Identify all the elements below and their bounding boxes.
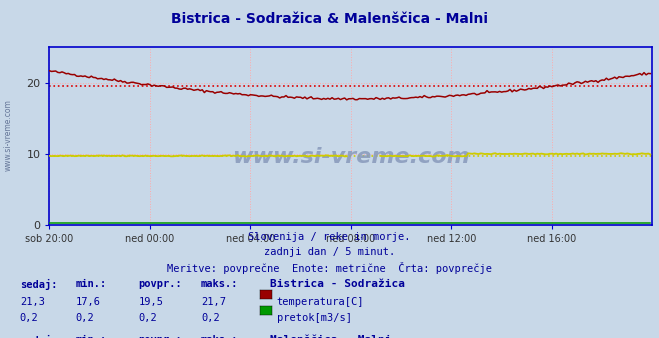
Text: povpr.:: povpr.: bbox=[138, 335, 182, 338]
Text: Slovenija / reke in morje.: Slovenija / reke in morje. bbox=[248, 232, 411, 242]
Text: www.si-vreme.com: www.si-vreme.com bbox=[232, 147, 470, 167]
Text: 0,2: 0,2 bbox=[138, 313, 157, 323]
Text: 21,7: 21,7 bbox=[201, 297, 226, 308]
Text: 0,2: 0,2 bbox=[76, 313, 94, 323]
Text: 21,3: 21,3 bbox=[20, 297, 45, 308]
Text: www.si-vreme.com: www.si-vreme.com bbox=[3, 99, 13, 171]
Text: Bistrica - Sodražica & Malenščica - Malni: Bistrica - Sodražica & Malenščica - Maln… bbox=[171, 12, 488, 26]
Text: 17,6: 17,6 bbox=[76, 297, 101, 308]
Text: 0,2: 0,2 bbox=[20, 313, 38, 323]
Text: temperatura[C]: temperatura[C] bbox=[277, 297, 364, 308]
Text: Malenščica - Malni: Malenščica - Malni bbox=[270, 335, 391, 338]
Text: sedaj:: sedaj: bbox=[20, 279, 57, 290]
Text: zadnji dan / 5 minut.: zadnji dan / 5 minut. bbox=[264, 247, 395, 257]
Text: maks.:: maks.: bbox=[201, 279, 239, 289]
Text: 0,2: 0,2 bbox=[201, 313, 219, 323]
Text: 19,5: 19,5 bbox=[138, 297, 163, 308]
Text: Bistrica - Sodražica: Bistrica - Sodražica bbox=[270, 279, 405, 289]
Text: Meritve: povprečne  Enote: metrične  Črta: povprečje: Meritve: povprečne Enote: metrične Črta:… bbox=[167, 262, 492, 274]
Text: min.:: min.: bbox=[76, 279, 107, 289]
Text: sedaj:: sedaj: bbox=[20, 335, 57, 338]
Text: pretok[m3/s]: pretok[m3/s] bbox=[277, 313, 352, 323]
Text: povpr.:: povpr.: bbox=[138, 279, 182, 289]
Text: maks.:: maks.: bbox=[201, 335, 239, 338]
Text: min.:: min.: bbox=[76, 335, 107, 338]
